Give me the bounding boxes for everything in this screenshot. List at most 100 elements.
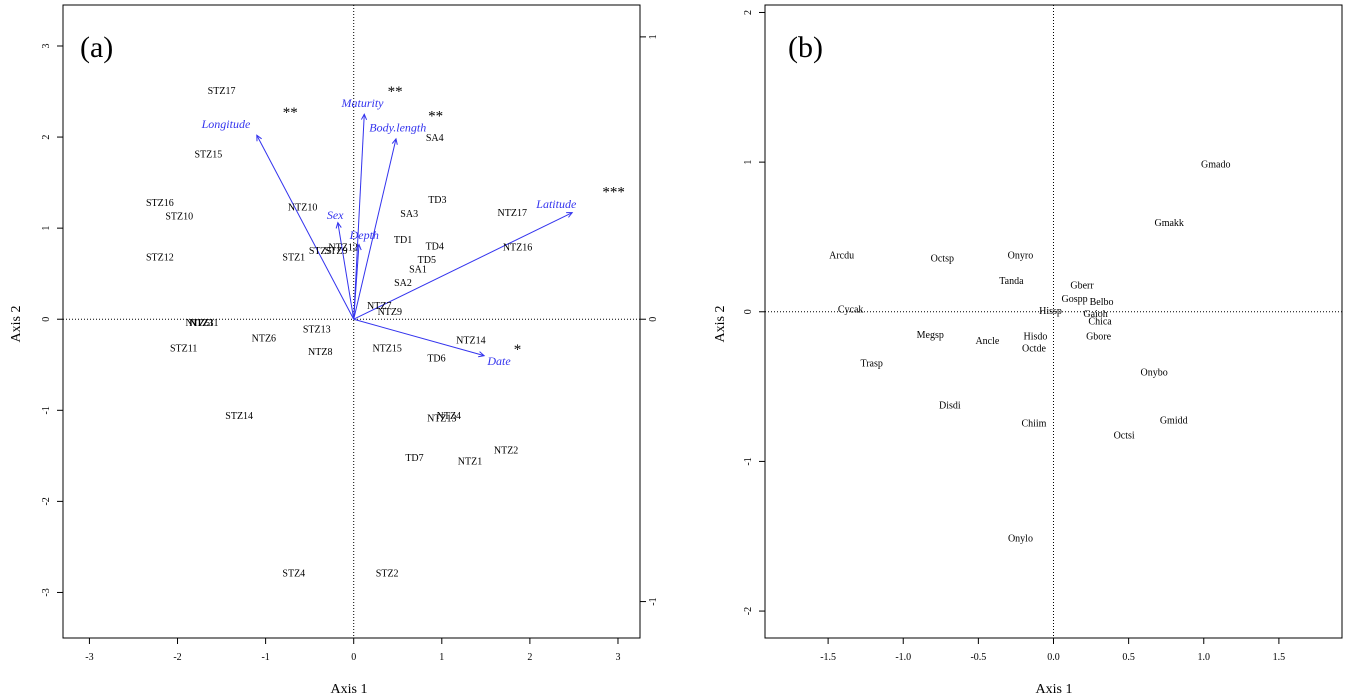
site-label: NTZ11 — [189, 318, 218, 329]
species-label: Chica — [1088, 317, 1112, 328]
site-label: NTZ1 — [458, 457, 482, 468]
species-label: Arcdu — [829, 251, 854, 262]
site-label: NTZ9 — [378, 307, 402, 318]
site-label: TD3 — [428, 195, 446, 206]
y-tick-label: 0 — [743, 309, 754, 314]
significance-stars: ** — [283, 105, 298, 121]
site-label: STZ17 — [208, 86, 236, 97]
x-tick-label: -1 — [261, 652, 269, 663]
species-label: Onybo — [1141, 367, 1168, 378]
site-label: STZ15 — [194, 150, 222, 161]
right-tick-label: 1 — [648, 34, 659, 39]
site-label: NTZ7 — [367, 301, 391, 312]
site-label: NTZ16 — [503, 242, 532, 253]
site-label: STZ2 — [376, 569, 399, 580]
species-label: Hissp — [1039, 306, 1062, 317]
right-tick-label: 0 — [648, 317, 659, 322]
x-tick-label: 3 — [615, 652, 620, 663]
site-label: STZ10 — [165, 212, 193, 223]
vector-label: Body.length — [369, 121, 426, 135]
panel-b-y-axis-label: Axis 2 — [713, 306, 728, 343]
panel-a-plot-frame — [62, 4, 641, 639]
site-label: SA4 — [426, 133, 444, 144]
vector-arrowhead — [335, 221, 342, 229]
site-label: TD7 — [405, 453, 423, 464]
x-tick-label: -3 — [85, 652, 93, 663]
site-label: NTZ13 — [427, 414, 456, 425]
panel-a-y-ticks: -3 -2 -1 0 1 2 3 — [41, 43, 63, 597]
y-tick-label: 2 — [41, 135, 52, 140]
species-label: Disdi — [939, 400, 961, 411]
species-label: Ancle — [975, 336, 999, 347]
panel-b: (b) Axis 1 Axis 2 -1.5 -1.0 -0.5 0.0 0.5 1.0 1… — [713, 4, 1343, 697]
site-label: STZ11 — [170, 344, 197, 355]
panel-a-x-ticks: -3 -2 -1 0 1 2 3 — [85, 638, 620, 663]
panel-a-vectors: Longitude**Maturity**Body.length**Latitu… — [201, 84, 625, 368]
significance-stars: ** — [428, 109, 443, 125]
site-label: NTZ2 — [494, 446, 518, 457]
x-tick-label: 0.0 — [1047, 652, 1060, 663]
vector-label: Maturity — [341, 96, 385, 110]
vector-label: Latitude — [535, 197, 577, 211]
species-label: Octsp — [931, 254, 954, 265]
site-label: STZ12 — [146, 252, 174, 263]
vector-arrow — [353, 318, 485, 357]
species-label: Octde — [1022, 343, 1046, 354]
site-label: NTZ12 — [328, 242, 357, 253]
site-label: SA3 — [400, 209, 418, 220]
x-tick-label: -1.5 — [820, 652, 836, 663]
panel-a-y-axis-label: Axis 2 — [9, 306, 24, 343]
panel-b-x-ticks: -1.5 -1.0 -0.5 0.0 0.5 1.0 1.5 — [820, 638, 1285, 663]
species-label: Gmakk — [1154, 218, 1183, 229]
site-label: TD1 — [394, 235, 412, 246]
site-label: NTZ14 — [456, 335, 485, 346]
significance-stars: * — [514, 342, 522, 358]
site-label: NTZ15 — [372, 344, 401, 355]
site-label: TD5 — [418, 255, 436, 266]
species-label: Onyro — [1008, 251, 1034, 262]
y-tick-label: -1 — [41, 406, 52, 414]
vector-label: Longitude — [201, 117, 251, 131]
vector-arrow — [353, 114, 365, 320]
vector-arrow — [353, 138, 397, 320]
site-label: SA2 — [394, 278, 412, 289]
panel-b-x-axis-label: Axis 1 — [1036, 682, 1073, 697]
x-tick-label: 1.5 — [1273, 652, 1286, 663]
x-tick-label: -2 — [173, 652, 181, 663]
site-label: STZ1 — [282, 252, 305, 263]
site-label: NTZ17 — [498, 208, 527, 219]
vector-label: Sex — [327, 208, 344, 222]
panel-a-zero-lines — [63, 5, 640, 638]
y-tick-label: -1 — [743, 457, 754, 465]
site-label: NTZ5 — [186, 318, 210, 329]
vector-arrowhead — [256, 134, 262, 142]
x-tick-label: 0.5 — [1122, 652, 1135, 663]
significance-stars: *** — [602, 184, 625, 200]
x-tick-label: -1.0 — [895, 652, 911, 663]
site-label: NTZ4 — [437, 411, 461, 422]
significance-stars: ** — [388, 84, 403, 100]
right-tick-label: -1 — [648, 597, 659, 605]
site-label: SA1 — [409, 264, 427, 275]
panel-b-zero-lines — [765, 5, 1342, 638]
site-label: STZ5 — [309, 246, 332, 257]
panel-a-label: (a) — [80, 31, 113, 64]
y-tick-label: 3 — [41, 43, 52, 48]
species-label: Octsi — [1114, 430, 1135, 441]
panel-a: (a) Axis 1 Axis 2 -3 -2 -1 0 1 2 3 -3-2-10123 … — [9, 4, 659, 697]
site-label: NTZ10 — [288, 202, 317, 213]
y-tick-label: 1 — [41, 226, 52, 231]
panel-a-right-ticks: -1 0 1 — [640, 34, 659, 606]
species-label: Gospp — [1061, 294, 1087, 305]
vector-arrow — [337, 222, 355, 320]
y-tick-label: -2 — [743, 607, 754, 615]
site-label: STZ4 — [282, 569, 305, 580]
panel-b-plot-frame — [764, 4, 1343, 639]
species-label: Gbore — [1086, 332, 1112, 343]
vector-label: Depth — [349, 228, 379, 242]
species-label: Gberr — [1070, 281, 1094, 292]
panel-b-y-ticks: -2 -1 0 1 2 — [743, 10, 765, 615]
y-tick-label: 0 — [41, 317, 52, 322]
x-tick-label: 0 — [351, 652, 356, 663]
